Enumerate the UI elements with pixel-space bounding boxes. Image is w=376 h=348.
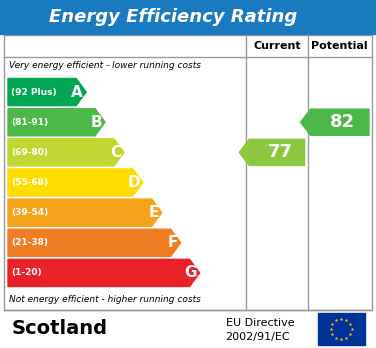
Text: Potential: Potential bbox=[311, 41, 368, 51]
Polygon shape bbox=[8, 199, 162, 226]
Text: (92 Plus): (92 Plus) bbox=[11, 88, 57, 97]
Text: 2002/91/EC: 2002/91/EC bbox=[226, 332, 290, 342]
Text: E: E bbox=[149, 205, 159, 220]
Polygon shape bbox=[8, 169, 143, 196]
Text: EU Directive: EU Directive bbox=[226, 318, 294, 328]
Polygon shape bbox=[300, 109, 369, 135]
Text: Very energy efficient - lower running costs: Very energy efficient - lower running co… bbox=[9, 61, 201, 70]
Polygon shape bbox=[8, 109, 105, 136]
Text: F: F bbox=[167, 235, 178, 250]
Polygon shape bbox=[239, 139, 305, 165]
Text: (39-54): (39-54) bbox=[11, 208, 48, 217]
Text: 82: 82 bbox=[330, 113, 355, 131]
Bar bbox=[318, 314, 365, 345]
Text: Energy Efficiency Rating: Energy Efficiency Rating bbox=[49, 8, 297, 26]
Text: (21-38): (21-38) bbox=[11, 238, 48, 247]
Text: D: D bbox=[127, 175, 140, 190]
Text: Current: Current bbox=[253, 41, 301, 51]
Bar bbox=[0, 0, 376, 34]
Text: C: C bbox=[110, 145, 121, 160]
Text: G: G bbox=[184, 266, 197, 280]
Text: (69-80): (69-80) bbox=[11, 148, 48, 157]
Text: Not energy efficient - higher running costs: Not energy efficient - higher running co… bbox=[9, 295, 201, 304]
Polygon shape bbox=[8, 229, 181, 256]
Text: Scotland: Scotland bbox=[12, 319, 108, 339]
Text: (1-20): (1-20) bbox=[11, 268, 42, 277]
Text: B: B bbox=[91, 115, 102, 130]
Bar bbox=[4, 35, 372, 310]
Text: (81-91): (81-91) bbox=[11, 118, 48, 127]
Polygon shape bbox=[8, 259, 200, 286]
Text: 77: 77 bbox=[267, 143, 293, 161]
Polygon shape bbox=[8, 139, 124, 166]
Text: A: A bbox=[71, 85, 83, 100]
Polygon shape bbox=[8, 79, 86, 106]
Text: (55-68): (55-68) bbox=[11, 178, 48, 187]
